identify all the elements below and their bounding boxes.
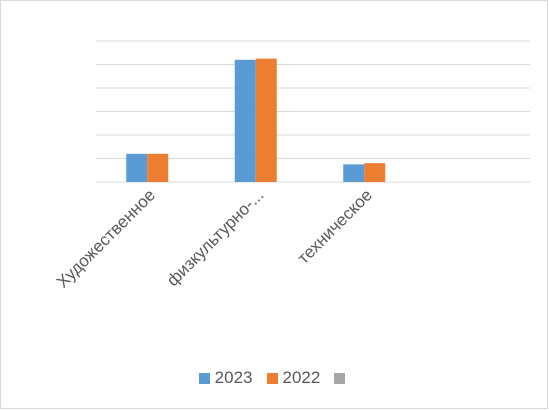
bar-2022-1 xyxy=(255,58,277,182)
bar-2022-2 xyxy=(364,163,386,182)
bar-2023-0 xyxy=(126,153,148,182)
bar-2023-1 xyxy=(234,59,256,182)
category-label-1: физкультурно-... xyxy=(163,185,268,290)
bars xyxy=(126,58,386,182)
gridlines xyxy=(96,40,530,183)
bar-2022-0 xyxy=(147,153,169,182)
category-label-0: Художественное xyxy=(53,185,159,291)
category-labels: Художественное физкультурно-... техническо… xyxy=(53,185,376,291)
legend-item-2022: 2022 xyxy=(266,368,321,388)
legend-label-2022: 2022 xyxy=(282,368,321,387)
legend-label-2023: 2023 xyxy=(214,368,253,387)
legend-item-2023: 2023 xyxy=(198,368,253,388)
legend-swatch-2022 xyxy=(266,372,278,384)
bar-2023-2 xyxy=(343,164,365,182)
legend-item-series3 xyxy=(334,372,350,384)
legend: 2023 2022 xyxy=(0,368,549,388)
legend-swatch-series3 xyxy=(334,372,346,384)
legend-swatch-2023 xyxy=(198,372,210,384)
category-label-2: техническое xyxy=(294,185,376,267)
